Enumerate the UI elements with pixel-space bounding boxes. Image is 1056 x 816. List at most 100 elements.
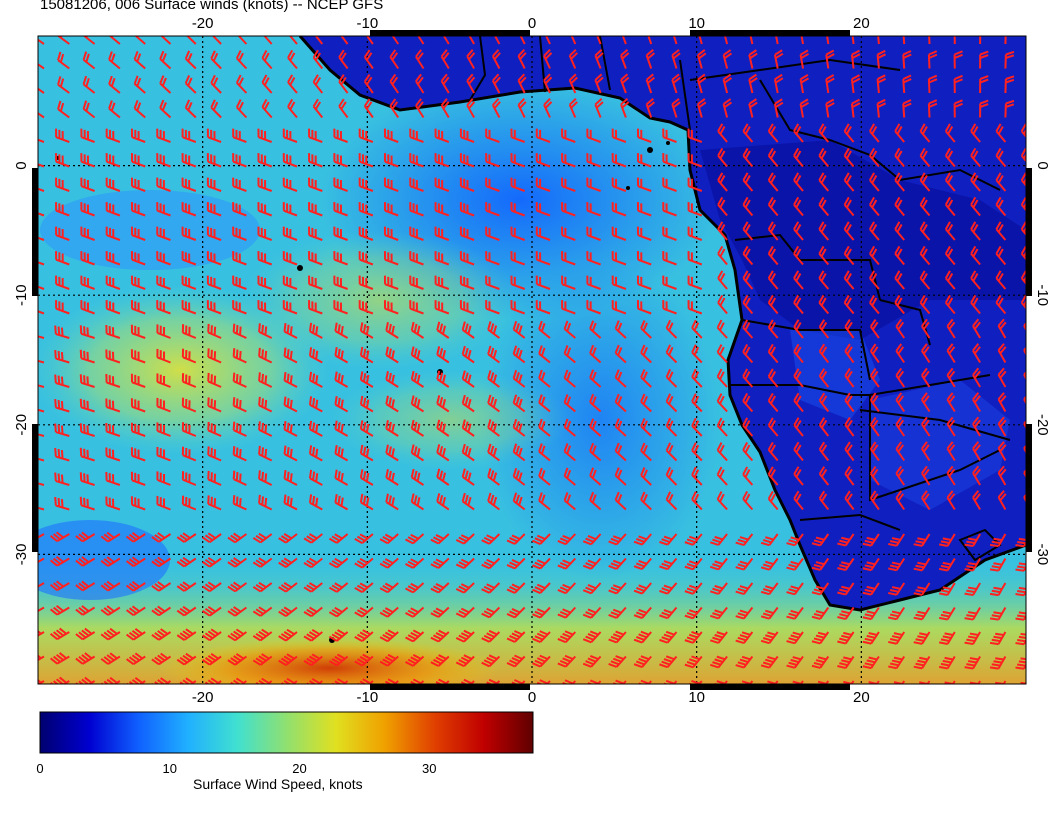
wind-barb: [563, 345, 576, 364]
wind-barb: [913, 631, 931, 645]
wind-barb: [130, 177, 146, 192]
wind-barb: [80, 153, 95, 168]
wind-barb: [385, 420, 399, 437]
wind-barb: [876, 74, 887, 94]
wind-barb: [944, 245, 956, 266]
wind-barb: [568, 49, 578, 69]
wind-barb: [181, 202, 197, 217]
wind-barb: [869, 123, 880, 143]
tick-label: 0: [1034, 161, 1051, 169]
wind-barb: [359, 371, 374, 388]
wind-barb: [611, 177, 627, 192]
wind-barb: [440, 36, 450, 45]
wind-barb: [972, 465, 981, 486]
wind-barb: [126, 628, 146, 641]
wind-barb: [455, 606, 475, 619]
wind-barb: [953, 36, 963, 45]
wind-barb: [844, 319, 855, 339]
wind-barb: [108, 100, 121, 119]
wind-barb: [793, 196, 804, 217]
wind-barb: [207, 446, 222, 462]
wind-barb: [436, 370, 450, 388]
wind-barb: [227, 606, 247, 617]
wind-barb: [946, 318, 956, 339]
wind-barb: [742, 319, 754, 339]
wind-barb: [568, 36, 578, 45]
wind-barb: [206, 275, 222, 290]
wind-barb: [636, 226, 652, 241]
wind-barb: [687, 300, 703, 315]
x-tick-labels-bottom: -20 -10 0 10 20: [192, 689, 870, 706]
wind-barb: [869, 245, 880, 266]
wind-barb: [130, 447, 146, 462]
wind-barb: [156, 348, 171, 364]
wind-barb: [156, 495, 171, 511]
wind-barb: [611, 202, 627, 217]
wind-barb: [671, 73, 681, 94]
wind-barb: [716, 368, 728, 388]
wind-barb: [252, 557, 273, 568]
wind-barb: [767, 147, 779, 168]
wind-barb: [359, 346, 374, 364]
wind-barb: [1020, 123, 1026, 143]
wind-barb: [1020, 270, 1026, 290]
wind-barb: [953, 50, 963, 69]
wind-barb: [181, 226, 197, 241]
wind-barb: [636, 128, 652, 143]
wind-barb: [430, 582, 450, 594]
wind-barb: [461, 345, 475, 364]
wind-barb: [130, 226, 146, 241]
wind-barb: [722, 36, 733, 45]
wind-barb: [283, 396, 298, 413]
wind-barb: [100, 556, 121, 567]
wind-barb: [461, 370, 475, 388]
wind-barb: [459, 177, 475, 192]
wind-barb: [760, 631, 779, 645]
wind-barb: [466, 98, 476, 118]
wind-barb: [586, 251, 601, 266]
wind-barb: [409, 202, 424, 217]
wind-barb: [843, 123, 855, 143]
wind-barb: [684, 557, 703, 571]
wind-barb: [636, 177, 652, 192]
wind-barb: [543, 49, 553, 69]
wind-barb: [156, 446, 171, 462]
wind-barb: [946, 441, 956, 462]
wind-barb: [156, 275, 171, 290]
wind-barb: [979, 75, 989, 94]
wind-barb: [1023, 367, 1026, 388]
wind-barb: [181, 471, 197, 486]
wind-barb: [818, 466, 830, 486]
wind-barb: [662, 177, 677, 192]
wind-barb: [979, 99, 989, 118]
wind-barb: [837, 533, 855, 547]
wind-barb: [633, 582, 652, 595]
wind-barb: [589, 344, 602, 364]
wind-barb: [49, 627, 70, 641]
wind-barb: [202, 628, 222, 641]
wind-barb: [410, 346, 425, 364]
wind-barb: [105, 349, 121, 364]
wind-barb: [181, 275, 197, 290]
wind-barb: [328, 629, 349, 642]
wind-barb: [735, 655, 754, 669]
wind-barb: [818, 196, 830, 217]
wind-barb: [589, 467, 602, 486]
wind-barb: [793, 441, 804, 462]
wind-barb: [100, 652, 121, 665]
wind-barb: [436, 346, 450, 364]
wind-barb: [459, 202, 475, 217]
wind-barb: [586, 226, 601, 241]
wind-barb: [79, 398, 95, 413]
wind-barb: [748, 73, 758, 94]
wind-barb: [308, 226, 323, 241]
map-frame-ticks: [32, 30, 1032, 690]
wind-barb: [895, 343, 906, 364]
wind-barb: [760, 655, 779, 669]
wind-barb: [283, 494, 298, 511]
wind-barb: [1015, 656, 1026, 670]
wind-barb: [455, 629, 475, 643]
wind-barb: [434, 300, 450, 315]
wind-barb: [557, 557, 577, 570]
wind-barb: [979, 50, 989, 69]
